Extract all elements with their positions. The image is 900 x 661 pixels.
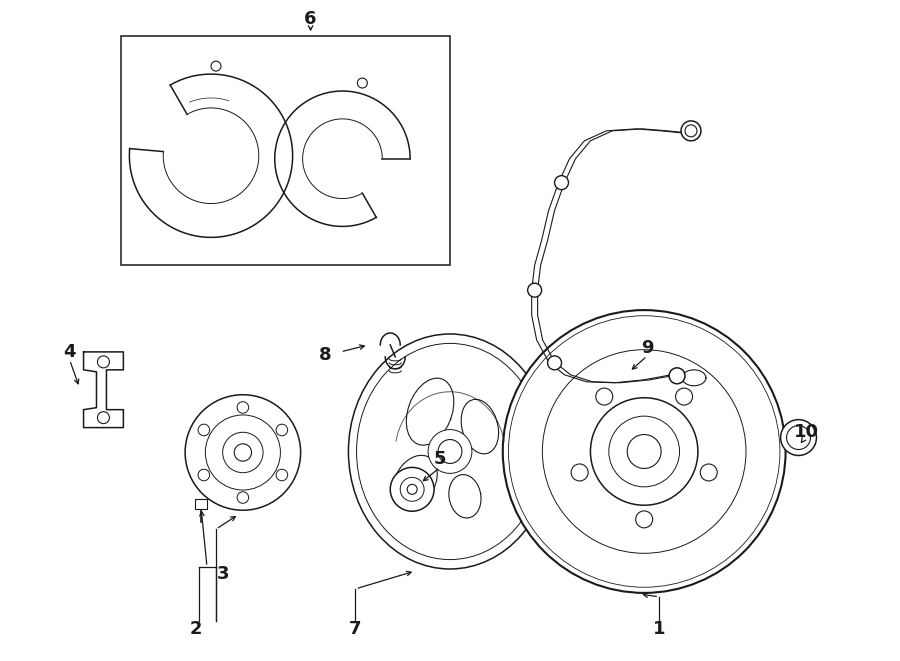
Text: 10: 10	[794, 422, 819, 441]
Circle shape	[276, 424, 288, 436]
Circle shape	[780, 420, 816, 455]
Text: 2: 2	[190, 620, 203, 638]
Circle shape	[685, 125, 697, 137]
Circle shape	[407, 485, 417, 494]
Circle shape	[222, 432, 263, 473]
Polygon shape	[449, 475, 482, 518]
Circle shape	[608, 416, 680, 487]
Circle shape	[276, 469, 288, 481]
Polygon shape	[84, 352, 123, 428]
Polygon shape	[393, 455, 437, 508]
Circle shape	[237, 402, 248, 413]
Circle shape	[97, 356, 110, 368]
Text: 7: 7	[349, 620, 362, 638]
Circle shape	[527, 283, 542, 297]
Circle shape	[700, 464, 717, 481]
Circle shape	[211, 61, 221, 71]
Circle shape	[508, 316, 780, 587]
Circle shape	[205, 415, 281, 490]
Circle shape	[676, 388, 693, 405]
Bar	[195, 499, 207, 509]
Circle shape	[547, 356, 562, 370]
Circle shape	[669, 368, 685, 384]
Circle shape	[681, 121, 701, 141]
Text: 8: 8	[320, 346, 332, 364]
Text: 3: 3	[217, 565, 230, 583]
Circle shape	[635, 511, 652, 528]
Polygon shape	[406, 378, 454, 446]
Text: 6: 6	[304, 11, 317, 28]
Circle shape	[428, 430, 472, 473]
Ellipse shape	[348, 334, 552, 569]
Circle shape	[787, 426, 811, 449]
Circle shape	[590, 398, 698, 505]
Circle shape	[234, 444, 251, 461]
Circle shape	[400, 477, 424, 501]
Text: 9: 9	[641, 339, 653, 357]
Text: 4: 4	[63, 343, 76, 361]
Circle shape	[543, 350, 746, 553]
Circle shape	[627, 434, 662, 469]
Text: 1: 1	[652, 620, 665, 638]
Circle shape	[391, 467, 434, 511]
Circle shape	[237, 492, 248, 503]
Circle shape	[357, 78, 367, 88]
Circle shape	[198, 469, 210, 481]
Polygon shape	[461, 399, 499, 454]
Text: 5: 5	[434, 450, 446, 469]
Circle shape	[438, 440, 462, 463]
Circle shape	[596, 388, 613, 405]
Circle shape	[97, 412, 110, 424]
Circle shape	[572, 464, 588, 481]
Circle shape	[503, 310, 786, 593]
Circle shape	[185, 395, 301, 510]
Ellipse shape	[356, 343, 544, 560]
Circle shape	[198, 424, 210, 436]
Circle shape	[554, 176, 569, 190]
Bar	[122, 36, 450, 265]
